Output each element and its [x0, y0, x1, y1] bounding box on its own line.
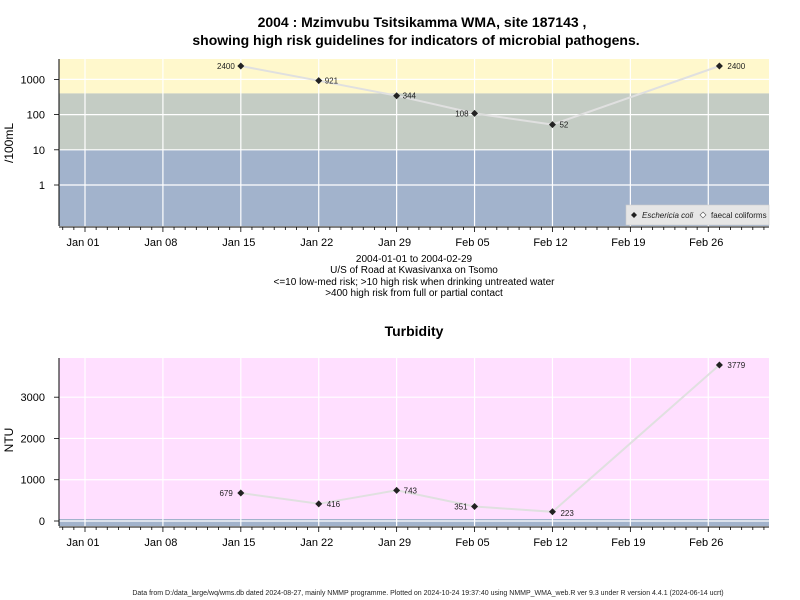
x-tick-label: Feb 19	[611, 237, 645, 249]
data-label: 108	[455, 109, 469, 118]
x-tick-label: Feb 05	[455, 237, 489, 249]
plot-background	[59, 358, 769, 526]
turbidity-title: Turbidity	[385, 323, 444, 339]
x-tick-label: Feb 26	[689, 537, 723, 549]
y-axis-label: /100mL	[2, 123, 16, 163]
data-point	[393, 92, 401, 100]
x-tick-label: Jan 08	[144, 237, 177, 249]
legend-marker-faecal	[699, 211, 707, 219]
band-high-contact-risk	[59, 59, 769, 94]
turbidity-panel: 0 1000 2000 3000 NTU Jan 01 Jan 08 Jan 15 Jan 22…	[2, 358, 769, 549]
data-label: 416	[327, 500, 341, 509]
x-tick-label: Jan 22	[300, 537, 333, 549]
x-tick-label: Jan 15	[222, 537, 255, 549]
subtitle-line-3: <=10 low-med risk; >10 high risk when dr…	[274, 277, 556, 288]
data-label: 2400	[727, 62, 745, 71]
zero-band	[59, 519, 769, 526]
data-label: 351	[454, 503, 468, 512]
chart-title-line1: 2004 : Mzimvubu Tsitsikamma WMA, site 18…	[258, 14, 587, 30]
y-tick-label: 1	[39, 180, 45, 192]
x-tick-label: Jan 15	[222, 237, 255, 249]
data-label: 743	[404, 486, 418, 495]
data-point	[715, 62, 723, 70]
chart-title-line2: showing high risk guidelines for indicat…	[192, 32, 639, 48]
y-tick-label: 2000	[21, 433, 45, 445]
data-label: 2400	[217, 62, 235, 71]
legend-label-ecoli: Eschericia coli	[642, 211, 693, 220]
legend-label-faecal: faecal coliforms	[711, 211, 767, 220]
legend: Eschericia coli faecal coliforms	[625, 204, 770, 226]
legend-marker-ecoli	[631, 212, 637, 218]
subtitle-line-1: 2004-01-01 to 2004-02-29	[356, 254, 473, 265]
data-point	[315, 77, 323, 85]
x-tick-label: Jan 29	[378, 237, 411, 249]
band-high-drinking-risk	[59, 93, 769, 150]
data-point	[715, 361, 723, 369]
y-tick-label: 1000	[21, 475, 45, 487]
x-tick-label: Feb 05	[455, 537, 489, 549]
x-tick-label: Jan 01	[66, 537, 99, 549]
y-tick-label: 1000	[21, 74, 45, 86]
y-axis-label: NTU	[2, 428, 16, 453]
y-tick-label: 0	[39, 516, 45, 528]
series-line	[240, 364, 721, 513]
x-tick-label: Jan 08	[144, 537, 177, 549]
data-point	[471, 503, 479, 511]
y-tick-label: 100	[27, 110, 45, 122]
x-tick-label: Feb 26	[689, 237, 723, 249]
data-label: 921	[325, 77, 339, 86]
footer-note: Data from D:/data_large/wq/wms.db dated …	[132, 590, 723, 597]
data-point	[393, 486, 401, 494]
x-tick-label: Feb 12	[533, 537, 567, 549]
data-point	[237, 489, 245, 497]
x-tick-label: Jan 01	[66, 237, 99, 249]
data-label: 679	[219, 489, 233, 498]
data-label: 223	[560, 509, 574, 518]
x-tick-label: Feb 19	[611, 537, 645, 549]
x-tick-label: Jan 22	[300, 237, 333, 249]
y-tick-label: 3000	[21, 392, 45, 404]
ecoli-panel: 1 10 100 1000/100mL Jan 01 Jan 08 Jan 15 Jan 22…	[2, 59, 770, 249]
data-label: 3779	[727, 361, 745, 370]
subtitle-line-4: >400 high risk from full or partial cont…	[325, 288, 503, 299]
x-tick-label: Jan 29	[378, 537, 411, 549]
x-tick-label: Feb 12	[533, 237, 567, 249]
data-label: 52	[559, 121, 568, 130]
y-tick-label: 10	[33, 145, 45, 157]
data-point	[315, 500, 323, 508]
data-point	[548, 508, 556, 516]
data-point	[548, 121, 556, 129]
series-line	[240, 65, 720, 126]
data-label: 344	[403, 92, 417, 101]
legend-box	[625, 204, 770, 226]
subtitle-line-2: U/S of Road at Kwasivanxa on Tsomo	[330, 265, 498, 276]
data-point	[471, 109, 479, 117]
data-point	[237, 62, 245, 70]
